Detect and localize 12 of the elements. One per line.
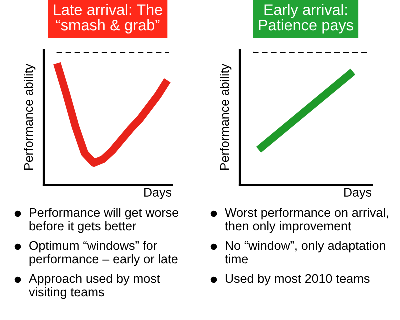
x-axis-title: Days	[144, 188, 172, 200]
text: Used by most 2010 teams	[226, 274, 370, 286]
text: Optimum “windows” for performance – early or late	[30, 241, 178, 266]
text: Worst performance on arrival, then only improvement	[225, 208, 388, 234]
chart-title: Early arrival: Patience pays	[259, 4, 354, 34]
text: No “window”, only adaptation time	[225, 241, 386, 264]
y-axis-title: Performance ability	[220, 64, 232, 170]
x-axis-title: Days	[344, 188, 372, 200]
y-axis-title: Performance ability	[24, 64, 36, 170]
chart-title: Late arrival: The “smash & grab”	[54, 4, 162, 34]
text: Approach used by most visiting teams	[29, 274, 160, 300]
text: Performance will get worse before it gets better	[30, 208, 178, 234]
